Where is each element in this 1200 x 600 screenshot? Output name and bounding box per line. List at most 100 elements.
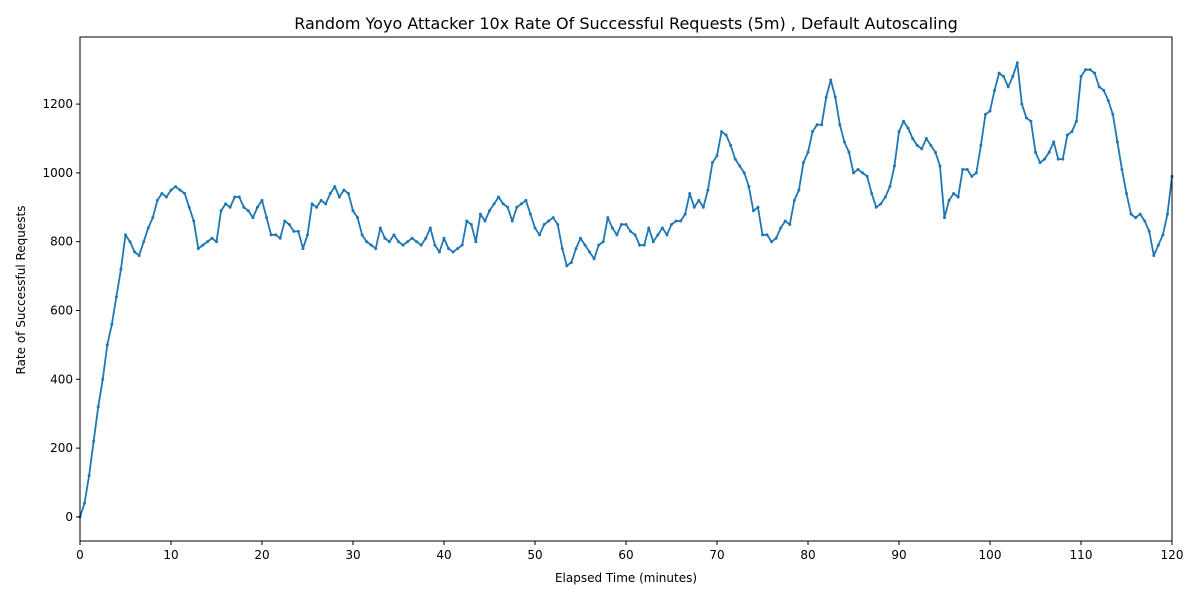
data-point <box>1120 167 1124 171</box>
data-point <box>96 405 100 409</box>
data-point <box>255 205 259 209</box>
data-point <box>606 216 610 220</box>
data-point <box>1147 229 1151 233</box>
data-point <box>615 233 619 237</box>
data-point <box>283 219 287 223</box>
data-point <box>1165 212 1169 216</box>
data-point <box>770 240 774 244</box>
data-point <box>779 226 783 230</box>
data-point <box>1070 130 1074 134</box>
data-point <box>761 233 764 237</box>
data-point <box>1111 112 1115 116</box>
data-point <box>820 123 824 127</box>
data-point <box>1024 116 1028 120</box>
data-point <box>1093 71 1097 75</box>
data-point <box>292 229 296 233</box>
data-point <box>365 240 369 244</box>
data-point <box>1034 150 1037 154</box>
data-point <box>196 247 200 251</box>
data-point <box>410 236 414 240</box>
data-point <box>861 171 865 175</box>
x-tick-label: 20 <box>254 548 269 562</box>
data-point <box>374 247 378 251</box>
data-point <box>1043 157 1047 161</box>
data-point <box>920 147 924 151</box>
data-point <box>547 219 551 223</box>
data-point <box>797 188 801 192</box>
data-point <box>551 216 555 220</box>
data-point <box>619 222 623 226</box>
data-point <box>697 198 701 202</box>
data-point <box>1138 212 1142 216</box>
y-axis-label: Rate of Successful Requests <box>14 206 28 375</box>
data-point <box>1079 75 1083 79</box>
data-point <box>670 222 673 226</box>
data-point <box>883 195 887 199</box>
data-point <box>506 205 510 209</box>
data-point <box>133 250 137 254</box>
data-point <box>142 240 146 244</box>
data-point <box>701 205 705 209</box>
data-point <box>183 192 187 196</box>
data-point <box>178 188 182 192</box>
data-point <box>943 216 946 220</box>
data-point <box>588 250 592 254</box>
data-point <box>151 216 155 220</box>
data-point <box>556 222 560 226</box>
data-point <box>560 247 564 251</box>
data-point <box>952 192 956 196</box>
data-point <box>601 240 605 244</box>
data-point <box>424 236 428 240</box>
data-point <box>1011 75 1015 79</box>
y-tick-label: 600 <box>50 304 73 318</box>
data-point <box>988 109 992 113</box>
data-point <box>387 240 391 244</box>
data-point <box>915 143 919 147</box>
data-point <box>83 501 87 505</box>
x-tick-label: 90 <box>891 548 906 562</box>
data-point <box>956 195 960 199</box>
data-point <box>674 219 678 223</box>
data-point <box>979 143 983 147</box>
data-point <box>824 95 828 99</box>
data-point <box>1129 212 1133 216</box>
data-point <box>947 198 951 202</box>
data-point <box>1020 102 1024 106</box>
data-point <box>833 95 837 99</box>
data-point <box>87 474 91 478</box>
data-point <box>811 130 815 134</box>
x-axis-label: Elapsed Time (minutes) <box>555 571 697 585</box>
data-point <box>924 136 928 140</box>
data-point <box>792 198 796 202</box>
plot-area <box>78 36 1174 542</box>
data-point <box>642 243 646 247</box>
data-point <box>1156 243 1160 247</box>
data-point <box>801 161 805 165</box>
data-point <box>260 198 264 202</box>
data-point <box>224 202 228 206</box>
data-point <box>397 240 400 244</box>
data-point <box>983 112 987 116</box>
data-point <box>428 226 432 230</box>
data-point <box>774 236 778 240</box>
x-tick-label: 60 <box>618 548 633 562</box>
data-point <box>378 226 382 230</box>
data-point <box>647 226 651 230</box>
data-point <box>324 202 328 206</box>
data-point <box>683 212 687 216</box>
data-point <box>319 198 323 202</box>
data-point <box>533 226 537 230</box>
data-point <box>192 219 196 223</box>
y-tick-label: 1000 <box>42 166 73 180</box>
data-point <box>346 192 350 196</box>
y-tick-label: 800 <box>50 235 73 249</box>
data-point <box>656 233 660 237</box>
data-point <box>333 185 337 189</box>
data-point <box>210 236 214 240</box>
data-point <box>437 250 441 254</box>
data-point <box>1052 140 1056 144</box>
data-point <box>665 233 669 237</box>
data-point <box>974 171 978 175</box>
data-point <box>233 195 237 199</box>
data-point <box>888 185 892 189</box>
